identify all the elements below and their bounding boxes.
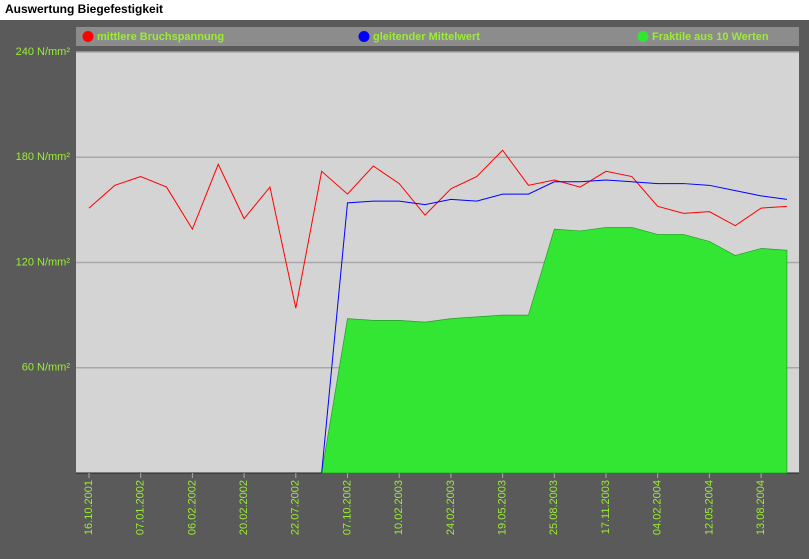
legend-marker [82,31,94,42]
x-tick-label: 17.11.2003 [600,480,612,534]
y-tick-label: 60 N/mm² [22,362,71,374]
x-tick-label: 25.08.2003 [548,480,560,535]
line [321,179,788,474]
legend-label: gleitender Mittelwert [373,31,480,43]
legend-label: mittlere Bruchspannung [97,31,224,43]
x-tick-label: 16.10.2001 [83,480,95,535]
x-tick-label: 04.02.2004 [652,480,664,535]
x-tick-label: 24.02.2003 [445,480,457,535]
y-tick-label: 120 N/mm² [16,256,71,268]
legend-bar [76,27,799,46]
legend-label: Fraktile aus 10 Werten [652,31,769,43]
legend-marker [358,31,370,42]
page-title: Auswertung Biegefestigkeit [5,2,163,16]
legend-marker [637,31,649,42]
x-tick-label: 20.02.2002 [238,480,250,535]
y-tick-label: 180 N/mm² [16,151,71,163]
x-tick-label: 10.02.2003 [393,480,405,535]
y-tick-label: 240 N/mm² [16,46,71,58]
x-tick-label: 06.02.2002 [186,480,198,535]
x-tick-label: 19.05.2003 [497,480,509,535]
x-tick-label: 13.08.2004 [755,480,767,535]
x-tick-label: 12.05.2004 [703,480,715,535]
x-tick-label: 22.07.2002 [290,480,302,535]
area [321,227,788,474]
x-tick-label: 07.01.2002 [135,480,147,535]
x-tick-label: 07.10.2002 [341,480,353,535]
